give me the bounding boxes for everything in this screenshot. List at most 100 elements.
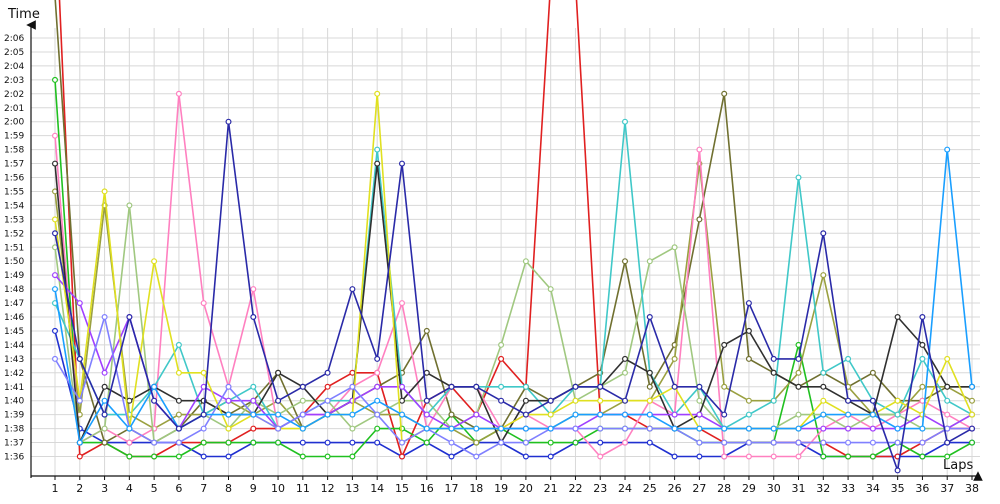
data-point	[349, 383, 356, 390]
data-point	[299, 439, 306, 446]
data-point	[968, 383, 975, 390]
data-point	[225, 439, 232, 446]
data-point	[349, 439, 356, 446]
data-point	[349, 369, 356, 376]
data-point	[250, 439, 257, 446]
series-12	[51, 314, 975, 460]
series-line	[54, 120, 973, 472]
data-point	[869, 369, 876, 376]
data-point	[919, 383, 926, 390]
data-point	[473, 439, 480, 446]
data-point	[448, 383, 455, 390]
y-tick-label: 1:59	[4, 132, 24, 142]
data-point	[869, 411, 876, 418]
data-point	[696, 439, 703, 446]
data-point	[820, 411, 827, 418]
x-tick-label: 32	[816, 482, 830, 495]
data-point	[547, 439, 554, 446]
data-point	[473, 383, 480, 390]
data-point	[621, 425, 628, 432]
x-tick-label: 19	[494, 482, 508, 495]
x-tick-label: 25	[643, 482, 657, 495]
data-point	[944, 411, 951, 418]
x-tick-label: 23	[593, 482, 607, 495]
data-point	[374, 397, 381, 404]
data-point	[324, 439, 331, 446]
data-point	[894, 439, 901, 446]
data-point	[770, 397, 777, 404]
data-point	[721, 90, 728, 97]
series-lines	[51, 0, 975, 474]
data-point	[374, 411, 381, 418]
series-line	[54, 79, 973, 458]
series-line	[58, 0, 972, 458]
data-point	[423, 397, 430, 404]
data-point	[745, 355, 752, 362]
data-point	[944, 146, 951, 153]
data-point	[200, 411, 207, 418]
data-point	[770, 369, 777, 376]
y-tick-label: 2:04	[4, 62, 24, 72]
data-point	[944, 439, 951, 446]
x-tick-label: 20	[519, 482, 533, 495]
data-point	[423, 369, 430, 376]
data-point	[275, 439, 282, 446]
data-point	[101, 397, 108, 404]
data-point	[498, 383, 505, 390]
data-point	[101, 411, 108, 418]
data-point	[126, 453, 133, 460]
y-tick-label: 1:41	[4, 383, 24, 393]
data-point	[572, 383, 579, 390]
data-point	[324, 411, 331, 418]
data-point	[200, 453, 207, 460]
data-point	[374, 160, 381, 167]
data-point	[696, 411, 703, 418]
data-point	[200, 439, 207, 446]
data-point	[597, 425, 604, 432]
series-line	[54, 120, 973, 430]
data-point	[349, 425, 356, 432]
data-point	[820, 383, 827, 390]
data-point	[374, 90, 381, 97]
data-point	[894, 397, 901, 404]
x-tick-label: 35	[891, 482, 905, 495]
data-point	[374, 146, 381, 153]
x-tick-label: 21	[544, 482, 558, 495]
data-point	[547, 453, 554, 460]
data-point	[869, 439, 876, 446]
data-point	[646, 258, 653, 265]
y-tick-label: 1:54	[4, 201, 24, 211]
data-point	[175, 425, 182, 432]
data-point	[597, 383, 604, 390]
data-point	[795, 369, 802, 376]
data-point	[275, 369, 282, 376]
data-point	[101, 188, 108, 195]
data-point	[126, 202, 133, 209]
data-point	[968, 411, 975, 418]
axes: Time Laps	[7, 7, 983, 481]
data-point	[299, 411, 306, 418]
data-point	[919, 453, 926, 460]
data-point	[225, 453, 232, 460]
data-point	[76, 453, 83, 460]
series-13	[51, 146, 975, 446]
data-point	[51, 355, 58, 362]
data-point	[399, 453, 406, 460]
data-point	[200, 425, 207, 432]
x-tick-label: 8	[225, 482, 232, 495]
data-point	[126, 425, 133, 432]
x-tick-label: 27	[692, 482, 706, 495]
data-point	[175, 369, 182, 376]
data-point	[498, 397, 505, 404]
data-point	[423, 327, 430, 334]
data-point	[919, 425, 926, 432]
x-tick-label: 15	[395, 482, 409, 495]
data-point	[101, 369, 108, 376]
data-point	[522, 439, 529, 446]
series-3	[51, 76, 975, 460]
data-point	[399, 383, 406, 390]
y-tick-label: 2:03	[4, 76, 24, 86]
data-point	[621, 355, 628, 362]
data-point	[869, 397, 876, 404]
